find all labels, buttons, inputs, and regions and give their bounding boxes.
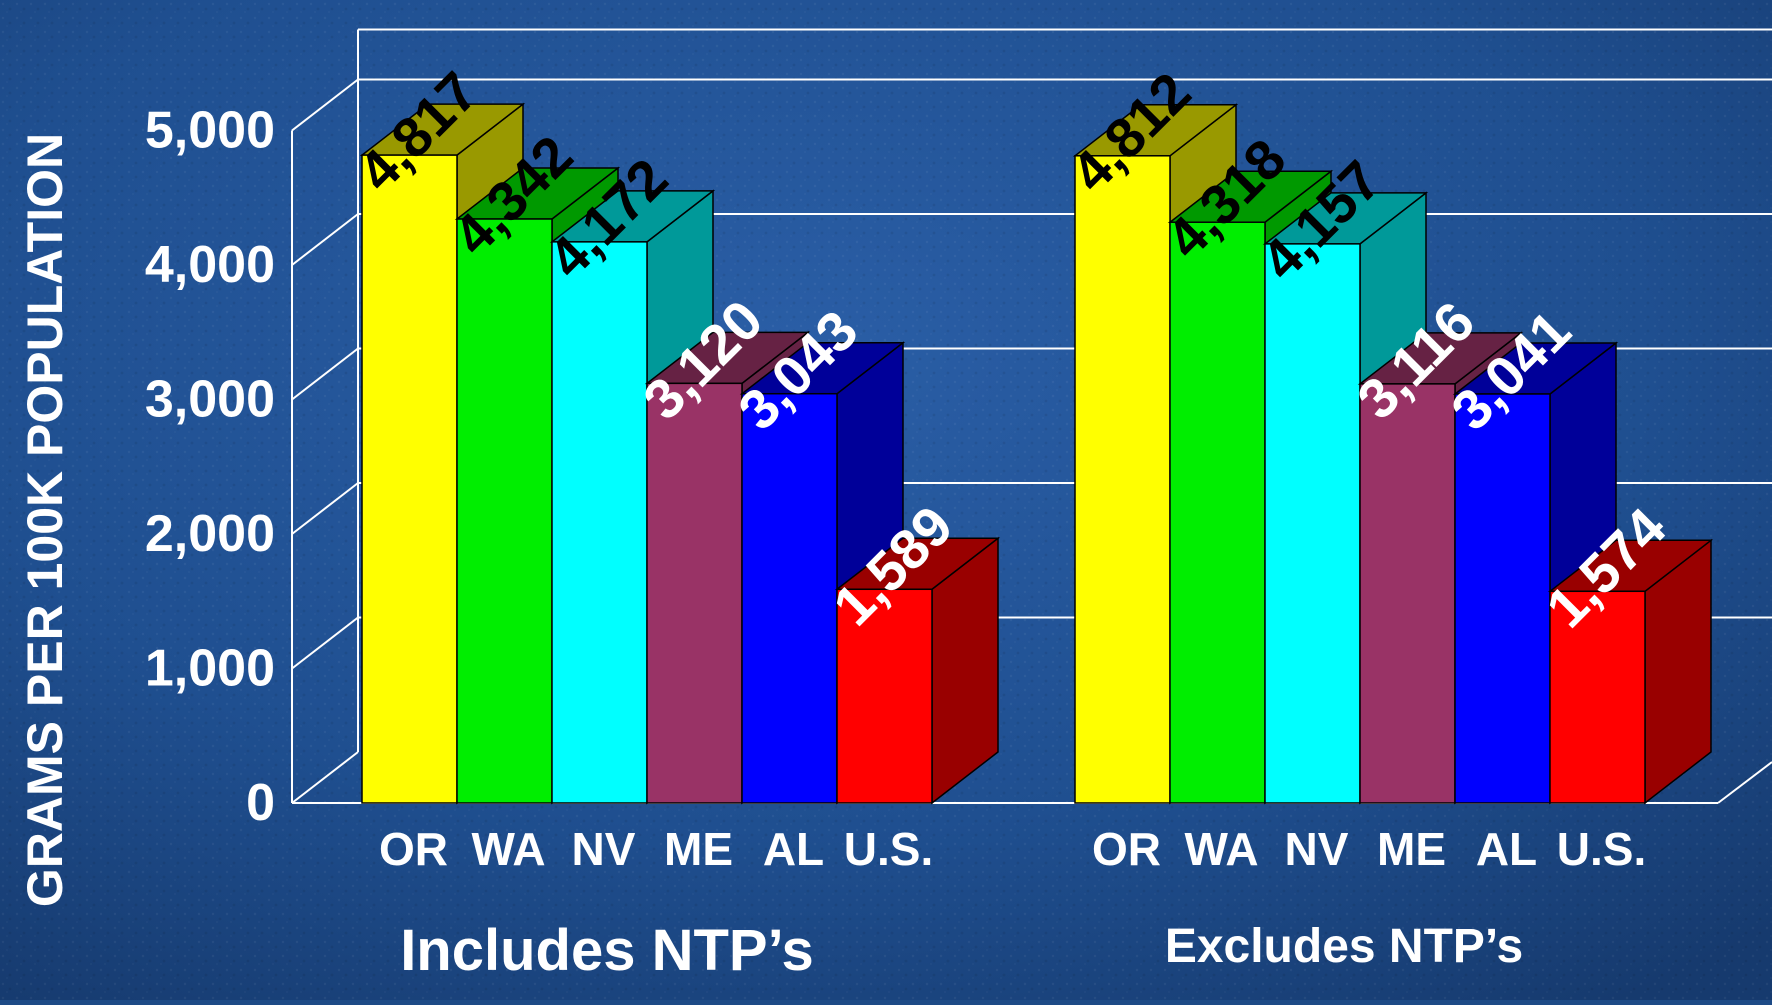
bar-front bbox=[646, 382, 743, 804]
grid-diagonal bbox=[291, 751, 359, 804]
x-tick-label: ME bbox=[664, 823, 733, 875]
x-tick-label: WA bbox=[471, 823, 545, 875]
bar-front bbox=[551, 241, 648, 804]
bar-front bbox=[1264, 243, 1361, 804]
grid-diagonal bbox=[291, 213, 359, 266]
bar-front bbox=[1169, 221, 1266, 804]
bar-front bbox=[1359, 383, 1456, 804]
bar-front bbox=[1454, 393, 1551, 804]
bars bbox=[359, 102, 1714, 805]
y-tick-label: 0 bbox=[246, 774, 275, 832]
bar bbox=[1547, 538, 1714, 805]
x-tick-label: NV bbox=[572, 823, 636, 875]
y-tick-label: 5,000 bbox=[145, 102, 275, 160]
y-tick-label: 2,000 bbox=[145, 505, 275, 563]
x-tick-label: OR bbox=[1092, 823, 1161, 875]
x-tick-label: OR bbox=[379, 823, 448, 875]
bar-front bbox=[1549, 590, 1646, 804]
grid-diagonal bbox=[291, 78, 359, 132]
y-axis: 0 1,000 2,000 3,000 4,000 5,000 bbox=[145, 102, 275, 833]
group-title-includes: Includes NTP’s bbox=[400, 918, 814, 983]
bar-front bbox=[456, 218, 553, 804]
grid-diagonal bbox=[291, 482, 359, 535]
grid-diagonal bbox=[291, 347, 359, 401]
y-tick-label: 4,000 bbox=[145, 236, 275, 294]
y-tick-label: 3,000 bbox=[145, 371, 275, 429]
grid-diagonal bbox=[291, 616, 359, 670]
bar bbox=[834, 536, 1001, 805]
x-tick-label: AL bbox=[1476, 823, 1537, 875]
x-tick-label: U.S. bbox=[1557, 823, 1646, 875]
bar-front bbox=[361, 154, 458, 804]
y-axis-title: GRAMS PER 100K POPULATION bbox=[17, 133, 73, 907]
x-tick-label: WA bbox=[1184, 823, 1258, 875]
bar-front bbox=[1074, 155, 1171, 804]
x-tick-label: U.S. bbox=[844, 823, 933, 875]
x-tick-label: AL bbox=[763, 823, 824, 875]
x-tick-label: NV bbox=[1285, 823, 1349, 875]
y-tick-label: 1,000 bbox=[145, 640, 275, 698]
bar-front bbox=[836, 588, 933, 804]
bar-front bbox=[741, 392, 838, 804]
group-title-excludes: Excludes NTP’s bbox=[1165, 920, 1523, 973]
x-axis-labels: OR WA NV ME AL U.S. OR WA NV ME AL U.S. bbox=[379, 823, 1646, 875]
x-tick-label: ME bbox=[1377, 823, 1446, 875]
